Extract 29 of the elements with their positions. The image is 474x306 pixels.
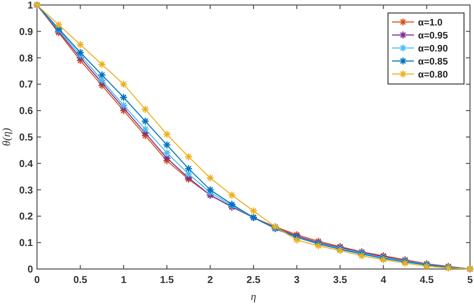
legend-label: α=0.90 [418,44,448,54]
x-tick-label: 0 [34,275,40,286]
x-tick-label: 5 [467,275,474,286]
y-tick-label: 0.8 [19,53,34,64]
x-tick-label: 1.5 [160,275,174,286]
legend-label: α=0.85 [418,56,449,68]
y-tick-label: 0.5 [19,132,34,144]
legend-label: α=0.80 [418,70,448,80]
x-tick-label: 1 [120,275,127,286]
y-tick-label: 0.3 [19,185,34,196]
y-tick-label: 0.1 [19,238,34,250]
x-axis-title: η [250,291,256,303]
y-tick-label: 0.2 [19,212,34,223]
x-tick-label: 4 [380,275,387,286]
y-tick-label: 0.6 [19,106,34,118]
x-tick-label: 4.5 [420,275,434,286]
x-tick-label: 2 [207,275,214,286]
y-tick-label: 0.9 [19,26,34,38]
y-axis-title: θ(η) [1,128,13,146]
x-tick-label: 0.5 [73,275,88,286]
x-tick-label: 3.5 [333,275,348,286]
y-tick-label: 0.7 [19,80,34,91]
x-tick-label: 2.5 [246,275,261,286]
legend-label: α=1.0 [418,18,443,28]
x-tick-label: 3 [294,275,300,286]
y-tick-label: 0 [27,264,34,276]
legend-label: α=0.95 [418,30,449,42]
y-tick-label: 0.4 [19,158,34,170]
y-tick-label: 1 [27,0,34,12]
